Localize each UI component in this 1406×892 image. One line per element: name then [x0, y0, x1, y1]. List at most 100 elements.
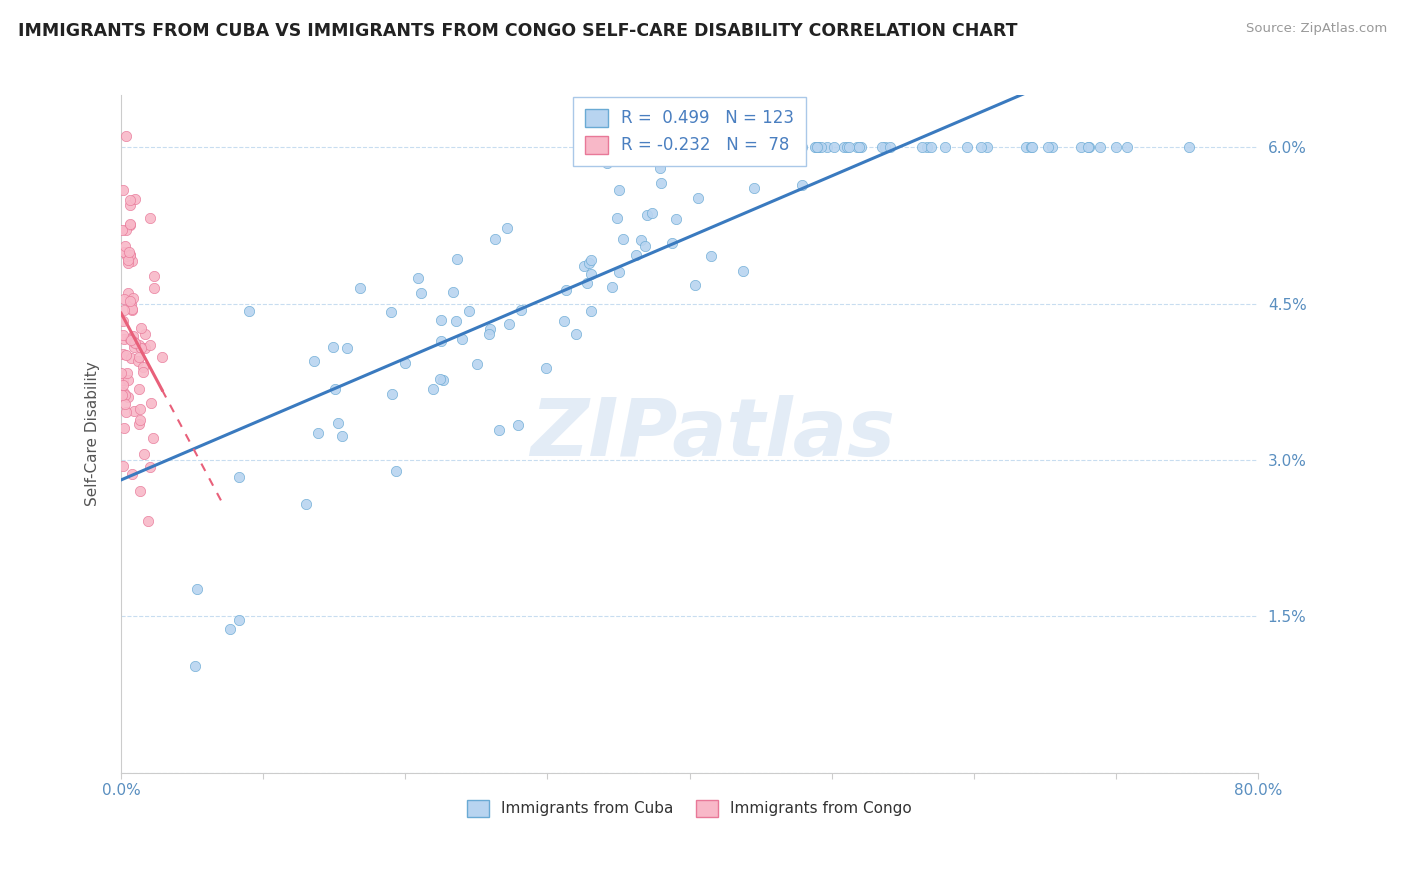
Point	[575, 276, 598, 290]
Point	[184, 659, 207, 673]
Point	[121, 329, 143, 343]
Point	[465, 357, 488, 371]
Point	[129, 402, 152, 417]
Point	[121, 302, 143, 317]
Point	[574, 259, 596, 273]
Point	[1036, 140, 1059, 154]
Point	[956, 140, 979, 154]
Point	[134, 327, 156, 342]
Point	[238, 303, 260, 318]
Point	[115, 128, 138, 143]
Point	[117, 253, 139, 268]
Point	[429, 372, 451, 386]
Point	[150, 350, 173, 364]
Point	[134, 342, 156, 356]
Point	[640, 140, 662, 154]
Point	[745, 140, 768, 154]
Point	[1070, 140, 1092, 154]
Point	[685, 278, 707, 293]
Point	[406, 270, 429, 285]
Point	[430, 334, 453, 348]
Point	[394, 356, 416, 370]
Point	[875, 140, 897, 154]
Point	[294, 497, 316, 511]
Point	[790, 140, 813, 154]
Point	[754, 140, 776, 154]
Point	[612, 232, 634, 246]
Point	[136, 514, 159, 528]
Point	[112, 183, 135, 197]
Point	[114, 397, 136, 411]
Point	[1040, 140, 1063, 154]
Point	[498, 317, 520, 331]
Point	[110, 366, 132, 380]
Point	[127, 354, 149, 368]
Point	[112, 347, 135, 361]
Point	[478, 327, 501, 342]
Point	[118, 193, 141, 207]
Point	[458, 303, 481, 318]
Point	[578, 256, 600, 270]
Point	[679, 140, 702, 154]
Point	[806, 140, 828, 154]
Point	[122, 340, 145, 354]
Text: ZIPatlas: ZIPatlas	[530, 395, 894, 473]
Point	[636, 208, 658, 222]
Point	[336, 341, 359, 355]
Point	[579, 267, 602, 281]
Point	[1078, 140, 1101, 154]
Point	[129, 341, 152, 355]
Point	[128, 417, 150, 431]
Point	[124, 404, 146, 418]
Point	[581, 303, 603, 318]
Point	[832, 140, 855, 154]
Point	[1177, 140, 1199, 154]
Point	[114, 388, 136, 402]
Point	[607, 265, 630, 279]
Point	[718, 140, 741, 154]
Point	[112, 459, 135, 474]
Text: Source: ZipAtlas.com: Source: ZipAtlas.com	[1247, 22, 1388, 36]
Point	[751, 140, 773, 154]
Point	[112, 386, 135, 401]
Y-axis label: Self-Care Disability: Self-Care Disability	[86, 361, 100, 507]
Point	[479, 322, 502, 336]
Point	[323, 382, 346, 396]
Point	[304, 354, 326, 368]
Point	[121, 302, 143, 317]
Point	[117, 390, 139, 404]
Point	[326, 417, 349, 431]
Point	[129, 483, 152, 498]
Point	[432, 373, 454, 387]
Point	[763, 140, 786, 154]
Point	[381, 387, 404, 401]
Point	[756, 140, 779, 154]
Point	[496, 221, 519, 235]
Point	[124, 192, 146, 206]
Point	[700, 249, 723, 263]
Point	[349, 280, 371, 294]
Point	[112, 292, 135, 306]
Point	[441, 285, 464, 299]
Point	[807, 140, 830, 154]
Legend: Immigrants from Cuba, Immigrants from Congo: Immigrants from Cuba, Immigrants from Co…	[461, 794, 918, 822]
Point	[810, 140, 832, 154]
Point	[142, 268, 165, 283]
Point	[132, 447, 155, 461]
Point	[186, 582, 208, 596]
Point	[121, 253, 143, 268]
Point	[139, 396, 162, 410]
Point	[565, 326, 588, 341]
Point	[1088, 140, 1111, 154]
Point	[630, 233, 652, 247]
Point	[228, 470, 250, 484]
Point	[1015, 140, 1038, 154]
Point	[120, 293, 142, 308]
Point	[555, 283, 578, 297]
Point	[579, 252, 602, 267]
Point	[665, 211, 688, 226]
Point	[709, 145, 731, 160]
Point	[142, 281, 165, 295]
Point	[118, 218, 141, 232]
Point	[117, 285, 139, 300]
